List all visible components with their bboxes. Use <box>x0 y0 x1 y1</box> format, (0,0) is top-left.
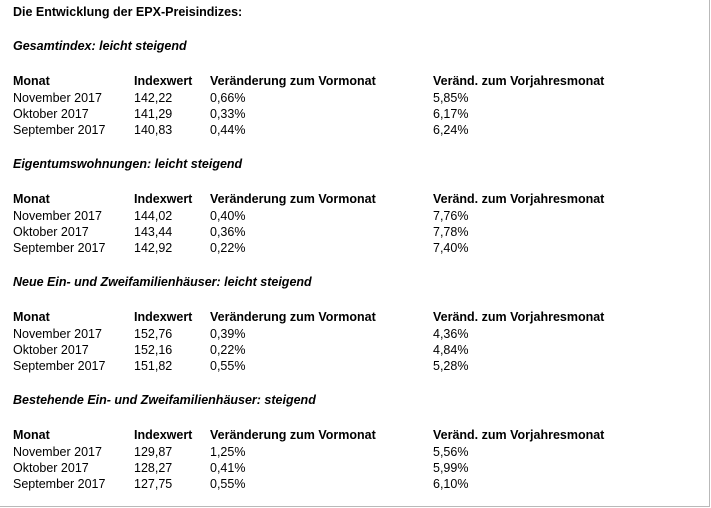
cell-vorjahresmonat: 4,84% <box>433 343 469 357</box>
column-header-vorjahresmonat: Veränd. zum Vorjahresmonat <box>433 192 605 206</box>
cell-indexwert: 143,44 <box>134 225 173 239</box>
column-header-indexwert: Indexwert <box>134 310 193 324</box>
cell-vorjahresmonat: 4,36% <box>433 327 469 341</box>
column-header-vormonat: Veränderung zum Vormonat <box>210 310 376 324</box>
cell-monat: Oktober 2017 <box>13 107 89 121</box>
table-row: Oktober 2017 143,44 0,36% 7,78% <box>13 224 693 240</box>
cell-vorjahresmonat: 6,10% <box>433 477 469 491</box>
column-header-vorjahresmonat: Veränd. zum Vorjahresmonat <box>433 428 605 442</box>
section-title: Eigentumswohnungen: leicht steigend <box>13 157 243 171</box>
cell-vorjahresmonat: 7,78% <box>433 225 469 239</box>
cell-indexwert: 151,82 <box>134 359 173 373</box>
cell-vorjahresmonat: 6,17% <box>433 107 469 121</box>
cell-vorjahresmonat: 5,56% <box>433 445 469 459</box>
cell-indexwert: 127,75 <box>134 477 173 491</box>
table-row: November 2017 144,02 0,40% 7,76% <box>13 208 693 224</box>
cell-monat: November 2017 <box>13 91 102 105</box>
cell-vorjahresmonat: 7,40% <box>433 241 469 255</box>
cell-monat: September 2017 <box>13 241 106 255</box>
cell-monat: September 2017 <box>13 477 106 491</box>
section-title: Gesamtindex: leicht steigend <box>13 39 187 53</box>
column-header-monat: Monat <box>13 428 50 442</box>
cell-monat: November 2017 <box>13 209 102 223</box>
cell-indexwert: 141,29 <box>134 107 173 121</box>
cell-vormonat: 1,25% <box>210 445 246 459</box>
cell-vormonat: 0,44% <box>210 123 246 137</box>
column-header-indexwert: Indexwert <box>134 192 193 206</box>
table-row: September 2017 127,75 0,55% 6,10% <box>13 476 693 492</box>
cell-vormonat: 0,55% <box>210 477 246 491</box>
cell-indexwert: 142,22 <box>134 91 173 105</box>
column-header-monat: Monat <box>13 310 50 324</box>
column-header-monat: Monat <box>13 74 50 88</box>
cell-indexwert: 142,92 <box>134 241 173 255</box>
table-row: Oktober 2017 141,29 0,33% 6,17% <box>13 106 693 122</box>
table-row: November 2017 142,22 0,66% 5,85% <box>13 90 693 106</box>
cell-vormonat: 0,41% <box>210 461 246 475</box>
column-header-vormonat: Veränderung zum Vormonat <box>210 428 376 442</box>
column-header-indexwert: Indexwert <box>134 74 193 88</box>
cell-indexwert: 129,87 <box>134 445 173 459</box>
table-header: Monat Indexwert Veränderung zum Vormonat… <box>13 191 693 207</box>
cell-indexwert: 152,16 <box>134 343 173 357</box>
cell-vormonat: 0,22% <box>210 343 246 357</box>
column-header-vorjahresmonat: Veränd. zum Vorjahresmonat <box>433 310 605 324</box>
column-header-indexwert: Indexwert <box>134 428 193 442</box>
cell-monat: Oktober 2017 <box>13 225 89 239</box>
cell-indexwert: 144,02 <box>134 209 173 223</box>
table-row: November 2017 152,76 0,39% 4,36% <box>13 326 693 342</box>
table-row: Oktober 2017 152,16 0,22% 4,84% <box>13 342 693 358</box>
cell-vormonat: 0,22% <box>210 241 246 255</box>
cell-monat: November 2017 <box>13 445 102 459</box>
column-header-vormonat: Veränderung zum Vormonat <box>210 74 376 88</box>
section-gesamtindex: Gesamtindex: leicht steigend Monat Index… <box>13 39 693 149</box>
cell-monat: September 2017 <box>13 359 106 373</box>
table-row: November 2017 129,87 1,25% 5,56% <box>13 444 693 460</box>
section-bestehende-ein-und-zweifamilienhaeuser: Bestehende Ein- und Zweifamilienhäuser: … <box>13 393 693 503</box>
cell-vormonat: 0,55% <box>210 359 246 373</box>
table-header: Monat Indexwert Veränderung zum Vormonat… <box>13 427 693 443</box>
cell-monat: November 2017 <box>13 327 102 341</box>
table-row: September 2017 142,92 0,22% 7,40% <box>13 240 693 256</box>
cell-vormonat: 0,66% <box>210 91 246 105</box>
table-row: September 2017 140,83 0,44% 6,24% <box>13 122 693 138</box>
cell-indexwert: 152,76 <box>134 327 173 341</box>
cell-monat: September 2017 <box>13 123 106 137</box>
table-header: Monat Indexwert Veränderung zum Vormonat… <box>13 73 693 89</box>
cell-vormonat: 0,39% <box>210 327 246 341</box>
section-title: Bestehende Ein- und Zweifamilienhäuser: … <box>13 393 316 407</box>
cell-vorjahresmonat: 5,99% <box>433 461 469 475</box>
table-row: Oktober 2017 128,27 0,41% 5,99% <box>13 460 693 476</box>
cell-vorjahresmonat: 6,24% <box>433 123 469 137</box>
cell-monat: Oktober 2017 <box>13 461 89 475</box>
cell-vorjahresmonat: 5,85% <box>433 91 469 105</box>
cell-vorjahresmonat: 7,76% <box>433 209 469 223</box>
cell-vormonat: 0,33% <box>210 107 246 121</box>
cell-indexwert: 128,27 <box>134 461 173 475</box>
column-header-vorjahresmonat: Veränd. zum Vorjahresmonat <box>433 74 605 88</box>
table-header: Monat Indexwert Veränderung zum Vormonat… <box>13 309 693 325</box>
section-neue-ein-und-zweifamilienhaeuser: Neue Ein- und Zweifamilienhäuser: leicht… <box>13 275 693 385</box>
cell-vormonat: 0,36% <box>210 225 246 239</box>
page-title: Die Entwicklung der EPX-Preisindizes: <box>13 5 243 19</box>
section-eigentumswohnungen: Eigentumswohnungen: leicht steigend Mona… <box>13 157 693 267</box>
column-header-vormonat: Veränderung zum Vormonat <box>210 192 376 206</box>
column-header-monat: Monat <box>13 192 50 206</box>
cell-indexwert: 140,83 <box>134 123 173 137</box>
section-title: Neue Ein- und Zweifamilienhäuser: leicht… <box>13 275 312 289</box>
cell-vorjahresmonat: 5,28% <box>433 359 469 373</box>
cell-vormonat: 0,40% <box>210 209 246 223</box>
cell-monat: Oktober 2017 <box>13 343 89 357</box>
table-row: September 2017 151,82 0,55% 5,28% <box>13 358 693 374</box>
